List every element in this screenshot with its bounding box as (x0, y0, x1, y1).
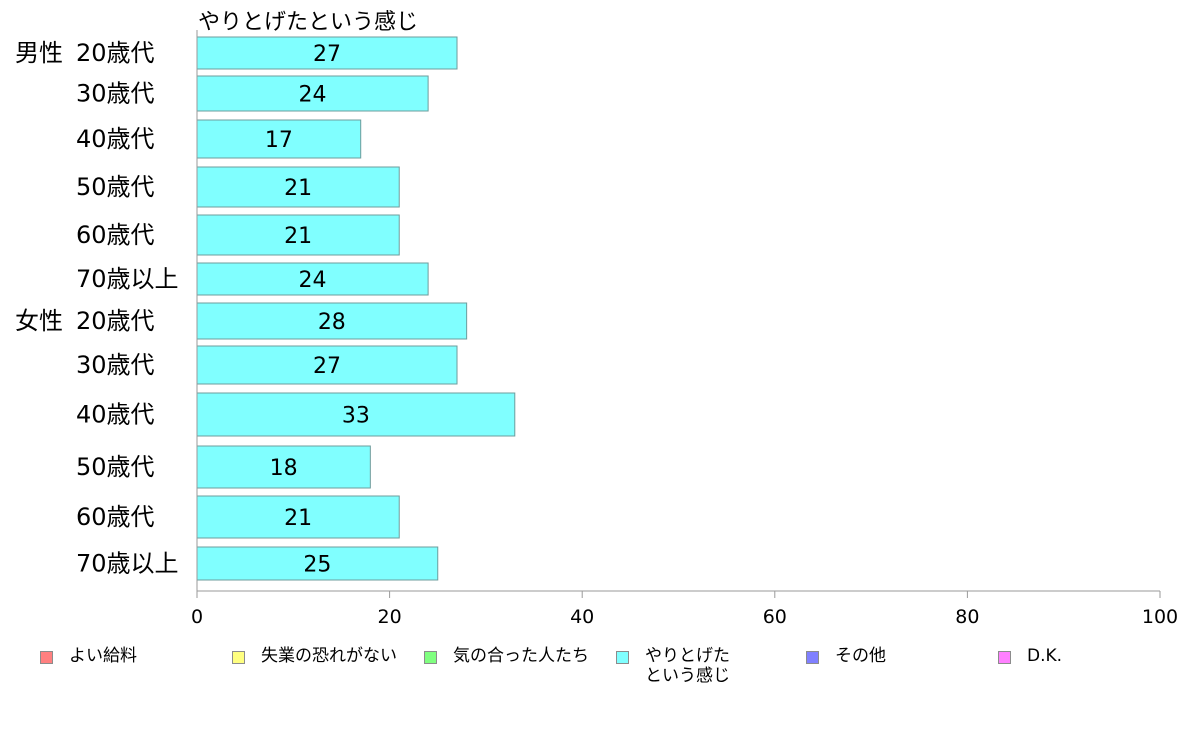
legend-item-accomplishment: やりとげた という感じ (616, 646, 730, 686)
legend-swatch-accomplishment (616, 651, 629, 664)
x-tick-label: 60 (763, 606, 787, 628)
category-label: 40歳代 (76, 401, 155, 429)
bar-male-2 (196, 119, 362, 159)
category-label: 70歳以上 (76, 550, 179, 578)
legend-item-good-pay: よい給料 (40, 646, 137, 666)
x-tick-label: 0 (191, 606, 203, 628)
legend-label-accomplishment: やりとげた という感じ (645, 646, 730, 686)
legend-swatch-dk (998, 651, 1011, 664)
group-label: 女性 (15, 307, 63, 335)
bar-value-label: 33 (342, 404, 370, 429)
category-label: 50歳代 (76, 453, 155, 481)
legend-item-job-security: 失業の恐れがない (232, 646, 397, 666)
bar-value-label: 18 (270, 456, 298, 481)
legend-swatch-good-pay (40, 651, 53, 664)
bar-value-label: 21 (284, 506, 312, 531)
bar-male-0 (196, 36, 458, 70)
legend-label-other: その他 (835, 646, 886, 666)
legend-label-job-security: 失業の恐れがない (261, 646, 397, 666)
category-label: 20歳代 (76, 39, 155, 67)
bar-value-label: 17 (265, 128, 293, 153)
legend-swatch-other (806, 651, 819, 664)
x-tick-label: 100 (1142, 606, 1178, 628)
bar-female-9 (196, 445, 371, 489)
legend-swatch-good-colleagues (424, 651, 437, 664)
bar-value-label: 21 (284, 224, 312, 249)
x-tick-label: 40 (570, 606, 594, 628)
bar-value-label: 21 (284, 176, 312, 201)
category-label: 50歳代 (76, 173, 155, 201)
bar-male-4 (196, 214, 400, 256)
bar-value-label: 25 (303, 553, 331, 578)
bar-female-11 (196, 546, 439, 581)
bar-male-1 (196, 75, 429, 112)
legend-label-good-colleagues: 気の合った人たち (453, 646, 589, 666)
category-label: 30歳代 (76, 80, 155, 108)
category-label: 30歳代 (76, 351, 155, 379)
legend-label-good-pay: よい給料 (69, 646, 137, 666)
category-label: 40歳代 (76, 125, 155, 153)
legend-item-dk: D.K. (998, 646, 1062, 666)
category-label: 60歳代 (76, 503, 155, 531)
bar-female-10 (196, 495, 400, 539)
bar-value-label: 27 (313, 42, 341, 67)
bar-male-5 (196, 262, 429, 296)
category-label: 70歳以上 (76, 265, 179, 293)
category-label: 60歳代 (76, 221, 155, 249)
bar-value-label: 28 (318, 310, 346, 335)
legend-item-good-colleagues: 気の合った人たち (424, 646, 589, 666)
legend-item-other: その他 (806, 646, 886, 666)
group-label: 男性 (15, 39, 63, 67)
bar-female-6 (196, 302, 468, 340)
legend-label-dk: D.K. (1027, 646, 1063, 666)
legend-swatch-job-security (232, 651, 245, 664)
bar-value-label: 24 (299, 268, 327, 293)
bar-value-label: 24 (299, 83, 327, 108)
bar-value-label: 27 (313, 354, 341, 379)
chart-title: やりとげたという感じ (198, 10, 419, 35)
x-tick-label: 80 (955, 606, 979, 628)
x-tick-label: 20 (378, 606, 402, 628)
category-label: 20歳代 (76, 307, 155, 335)
bar-male-3 (196, 166, 400, 208)
bar-chart: 2720歳代男性2430歳代1740歳代2150歳代2160歳代2470歳以上2… (15, 30, 1178, 628)
